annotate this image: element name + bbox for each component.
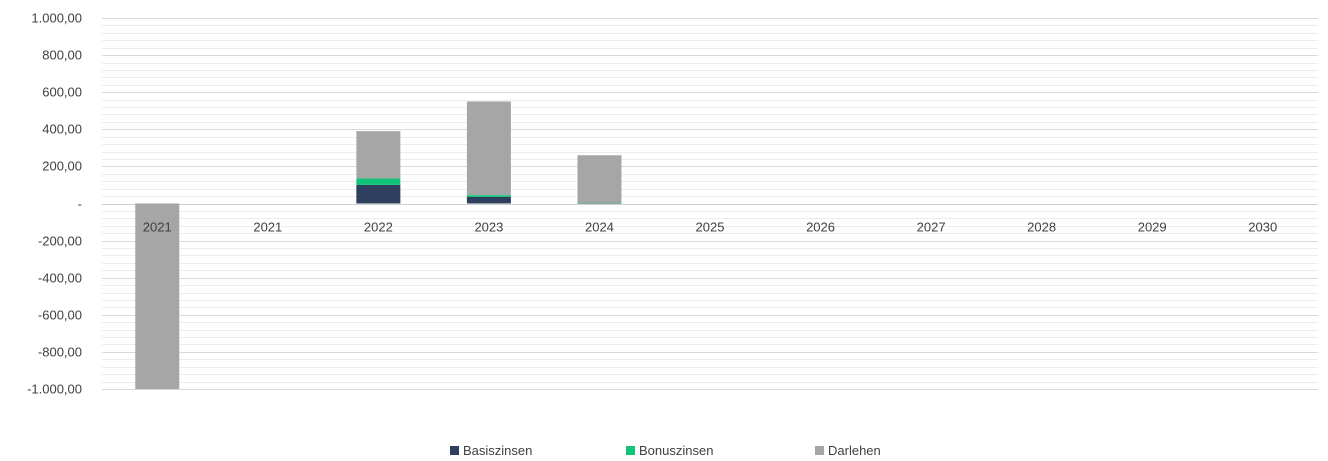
x-tick-label: 2024 [585,220,614,235]
legend-item-basiszinsen[interactable]: Basiszinsen [450,443,532,458]
y-tick-label: 1.000,00 [31,11,82,26]
legend-swatch-darlehen [815,446,824,455]
legend-label-basiszinsen: Basiszinsen [463,443,532,458]
y-tick-label: -800,00 [38,345,82,360]
legend-swatch-basiszinsen [450,446,459,455]
y-axis: 1.000,00 800,00 600,00 400,00 200,00 - -200,00… [27,11,82,397]
x-tick-label: 2021 [143,220,172,235]
legend-item-bonuszinsen[interactable]: Bonuszinsen [626,443,713,458]
bar-bonuszinsen-2023[interactable] [467,195,511,197]
bar-darlehen-2024[interactable] [577,155,621,202]
y-tick-label: -1.000,00 [27,382,82,397]
bar-bonuszinsen-2022[interactable] [356,178,400,184]
bar-darlehen-2022[interactable] [356,131,400,178]
x-tick-label: 2022 [364,220,393,235]
x-tick-label: 2028 [1027,220,1056,235]
x-tick-label: 2026 [806,220,835,235]
legend-label-darlehen: Darlehen [828,443,881,458]
y-tick-label: 800,00 [42,48,82,63]
y-tick-label: -600,00 [38,308,82,323]
stacked-bar-chart: 1.000,00 800,00 600,00 400,00 200,00 - -200,00… [0,0,1328,440]
x-tick-label: 2025 [696,220,725,235]
x-tick-label: 2027 [917,220,946,235]
legend-label-bonuszinsen: Bonuszinsen [639,443,713,458]
y-tick-label: -200,00 [38,234,82,249]
bar-basiszinsen-2022[interactable] [356,185,400,204]
chart-legend: Basiszinsen Bonuszinsen Darlehen [0,443,1328,461]
x-tick-label: 2029 [1138,220,1167,235]
y-tick-label: 600,00 [42,85,82,100]
y-tick-label: 400,00 [42,122,82,137]
y-tick-label: 200,00 [42,159,82,174]
legend-swatch-bonuszinsen [626,446,635,455]
x-tick-label: 2023 [474,220,503,235]
x-tick-label: 2021 [253,220,282,235]
bar-basiszinsen-2023[interactable] [467,197,511,203]
y-tick-label: -400,00 [38,271,82,286]
bar-darlehen-2023[interactable] [467,101,511,195]
bar-basiszinsen-2024[interactable] [577,203,621,204]
legend-item-darlehen[interactable]: Darlehen [815,443,881,458]
gridlines [102,19,1318,390]
y-tick-label: - [78,197,82,212]
x-tick-label: 2030 [1248,220,1277,235]
